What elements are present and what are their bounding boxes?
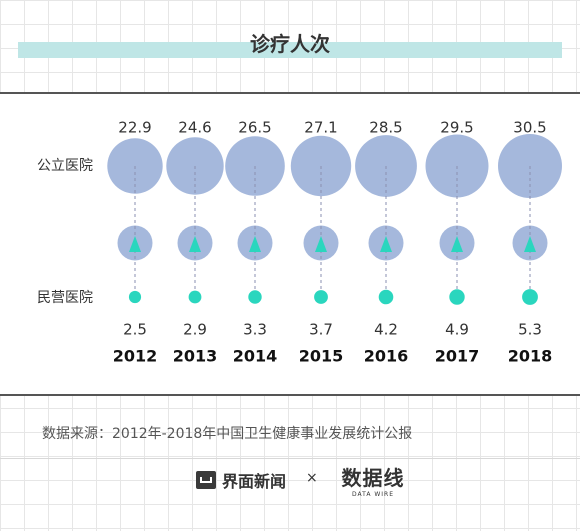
value-label-private: 3.3 — [243, 321, 267, 339]
bottom-rule — [0, 394, 580, 396]
year-tick-label: 2013 — [173, 347, 218, 366]
value-label-private: 4.2 — [374, 321, 398, 339]
triangle-marker — [451, 236, 463, 252]
row-label-public: 公立医院 — [37, 158, 93, 174]
plot-background — [0, 94, 580, 394]
bubble-private — [248, 290, 262, 304]
bubble-private — [522, 289, 538, 305]
title-highlight-bar — [18, 42, 562, 58]
year-tick-label: 2012 — [113, 347, 158, 366]
datawire-logo-text: 数据线 — [341, 466, 405, 490]
year-tick-label: 2017 — [435, 347, 480, 366]
triangle-marker — [315, 236, 327, 252]
triangle-marker — [249, 236, 261, 252]
triangle-marker — [129, 236, 141, 252]
value-label-private: 3.7 — [309, 321, 333, 339]
bubble-private — [378, 289, 394, 305]
value-label-public: 29.5 — [440, 119, 473, 137]
year-tick-label: 2016 — [364, 347, 409, 366]
year-tick-label: 2014 — [233, 347, 278, 366]
jiemian-logo: 界面新闻 — [196, 470, 287, 491]
bubble-private — [449, 289, 465, 305]
datawire-logo: 数据线 DATA WIRE — [330, 462, 416, 498]
footer-divider — [0, 458, 580, 459]
top-rule — [0, 92, 580, 94]
year-tick-label: 2018 — [508, 347, 553, 366]
value-label-public: 27.1 — [304, 119, 337, 137]
data-source: 数据来源：2012年-2018年中国卫生健康事业发展统计公报 — [42, 426, 413, 442]
bubble-private — [314, 290, 328, 304]
value-label-public: 22.9 — [118, 119, 151, 137]
times-sign: × — [306, 470, 318, 486]
value-label-private: 2.9 — [183, 321, 207, 339]
value-label-public: 24.6 — [178, 119, 211, 137]
bubble-private — [188, 290, 202, 304]
value-label-public: 26.5 — [238, 119, 271, 137]
row-label-private: 民营医院 — [37, 290, 93, 306]
value-label-public: 28.5 — [369, 119, 402, 137]
jiemian-logo-text: 界面新闻 — [222, 472, 287, 491]
year-tick-label: 2015 — [299, 347, 344, 366]
value-label-private: 5.3 — [518, 321, 542, 339]
jiemian-logo-icon — [196, 471, 216, 489]
value-label-public: 30.5 — [513, 119, 546, 137]
triangle-marker — [524, 236, 536, 252]
datawire-logo-sub: DATA WIRE — [351, 491, 395, 498]
value-label-private: 4.9 — [445, 321, 469, 339]
triangle-marker — [380, 236, 392, 252]
chart-title: 诊疗人次 — [250, 32, 330, 56]
value-label-private: 2.5 — [123, 321, 147, 339]
triangle-marker — [189, 236, 201, 252]
bubble-private — [128, 290, 142, 304]
